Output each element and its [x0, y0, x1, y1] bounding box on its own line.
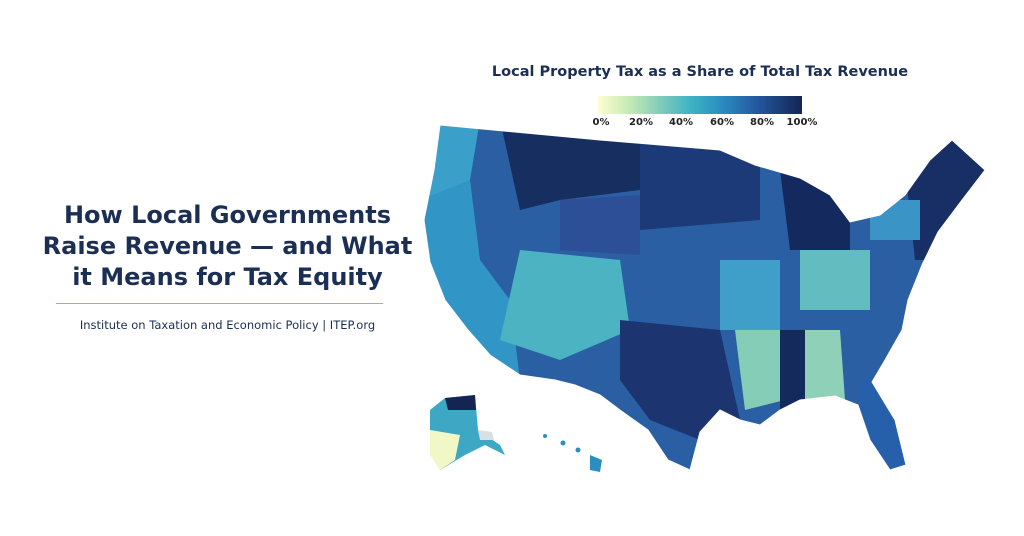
region-florida	[860, 380, 910, 470]
headline-line: How Local Governments	[63, 201, 392, 229]
source-credit: Institute on Taxation and Economic Polic…	[79, 318, 376, 332]
legend-color-bar	[598, 96, 802, 114]
region-southwest	[500, 250, 630, 360]
legend-tick: 40%	[669, 117, 693, 128]
region-missouri	[720, 260, 780, 330]
region-texas	[620, 320, 740, 440]
legend-tick: 80%	[750, 117, 774, 128]
region-alabama	[805, 330, 845, 400]
legend-tick: 0%	[592, 117, 610, 128]
region-ohio-valley	[800, 250, 870, 310]
headline-line: Raise Revenue — and What	[42, 232, 413, 260]
headline-line: it Means for Tax Equity	[72, 263, 383, 291]
region-michigan-wisconsin	[780, 170, 850, 250]
headline: How Local Governments Raise Revenue — an…	[40, 200, 415, 293]
map-title: Local Property Tax as a Share of Total T…	[491, 64, 909, 80]
divider	[56, 303, 383, 304]
contiguous-us	[424, 125, 985, 470]
legend-tick: 100%	[786, 117, 818, 128]
us-outline	[423, 124, 986, 471]
region-wyoming	[560, 195, 640, 255]
region-northern-plains	[640, 125, 760, 230]
alaska	[430, 395, 505, 470]
hawaii	[543, 434, 602, 472]
region-northern-rockies	[500, 125, 640, 210]
legend-tick: 20%	[629, 117, 653, 128]
region-mississippi	[780, 330, 805, 410]
region-arkansas-louisiana	[735, 330, 785, 410]
legend-tick: 60%	[710, 117, 734, 128]
region-new-york	[870, 200, 920, 240]
